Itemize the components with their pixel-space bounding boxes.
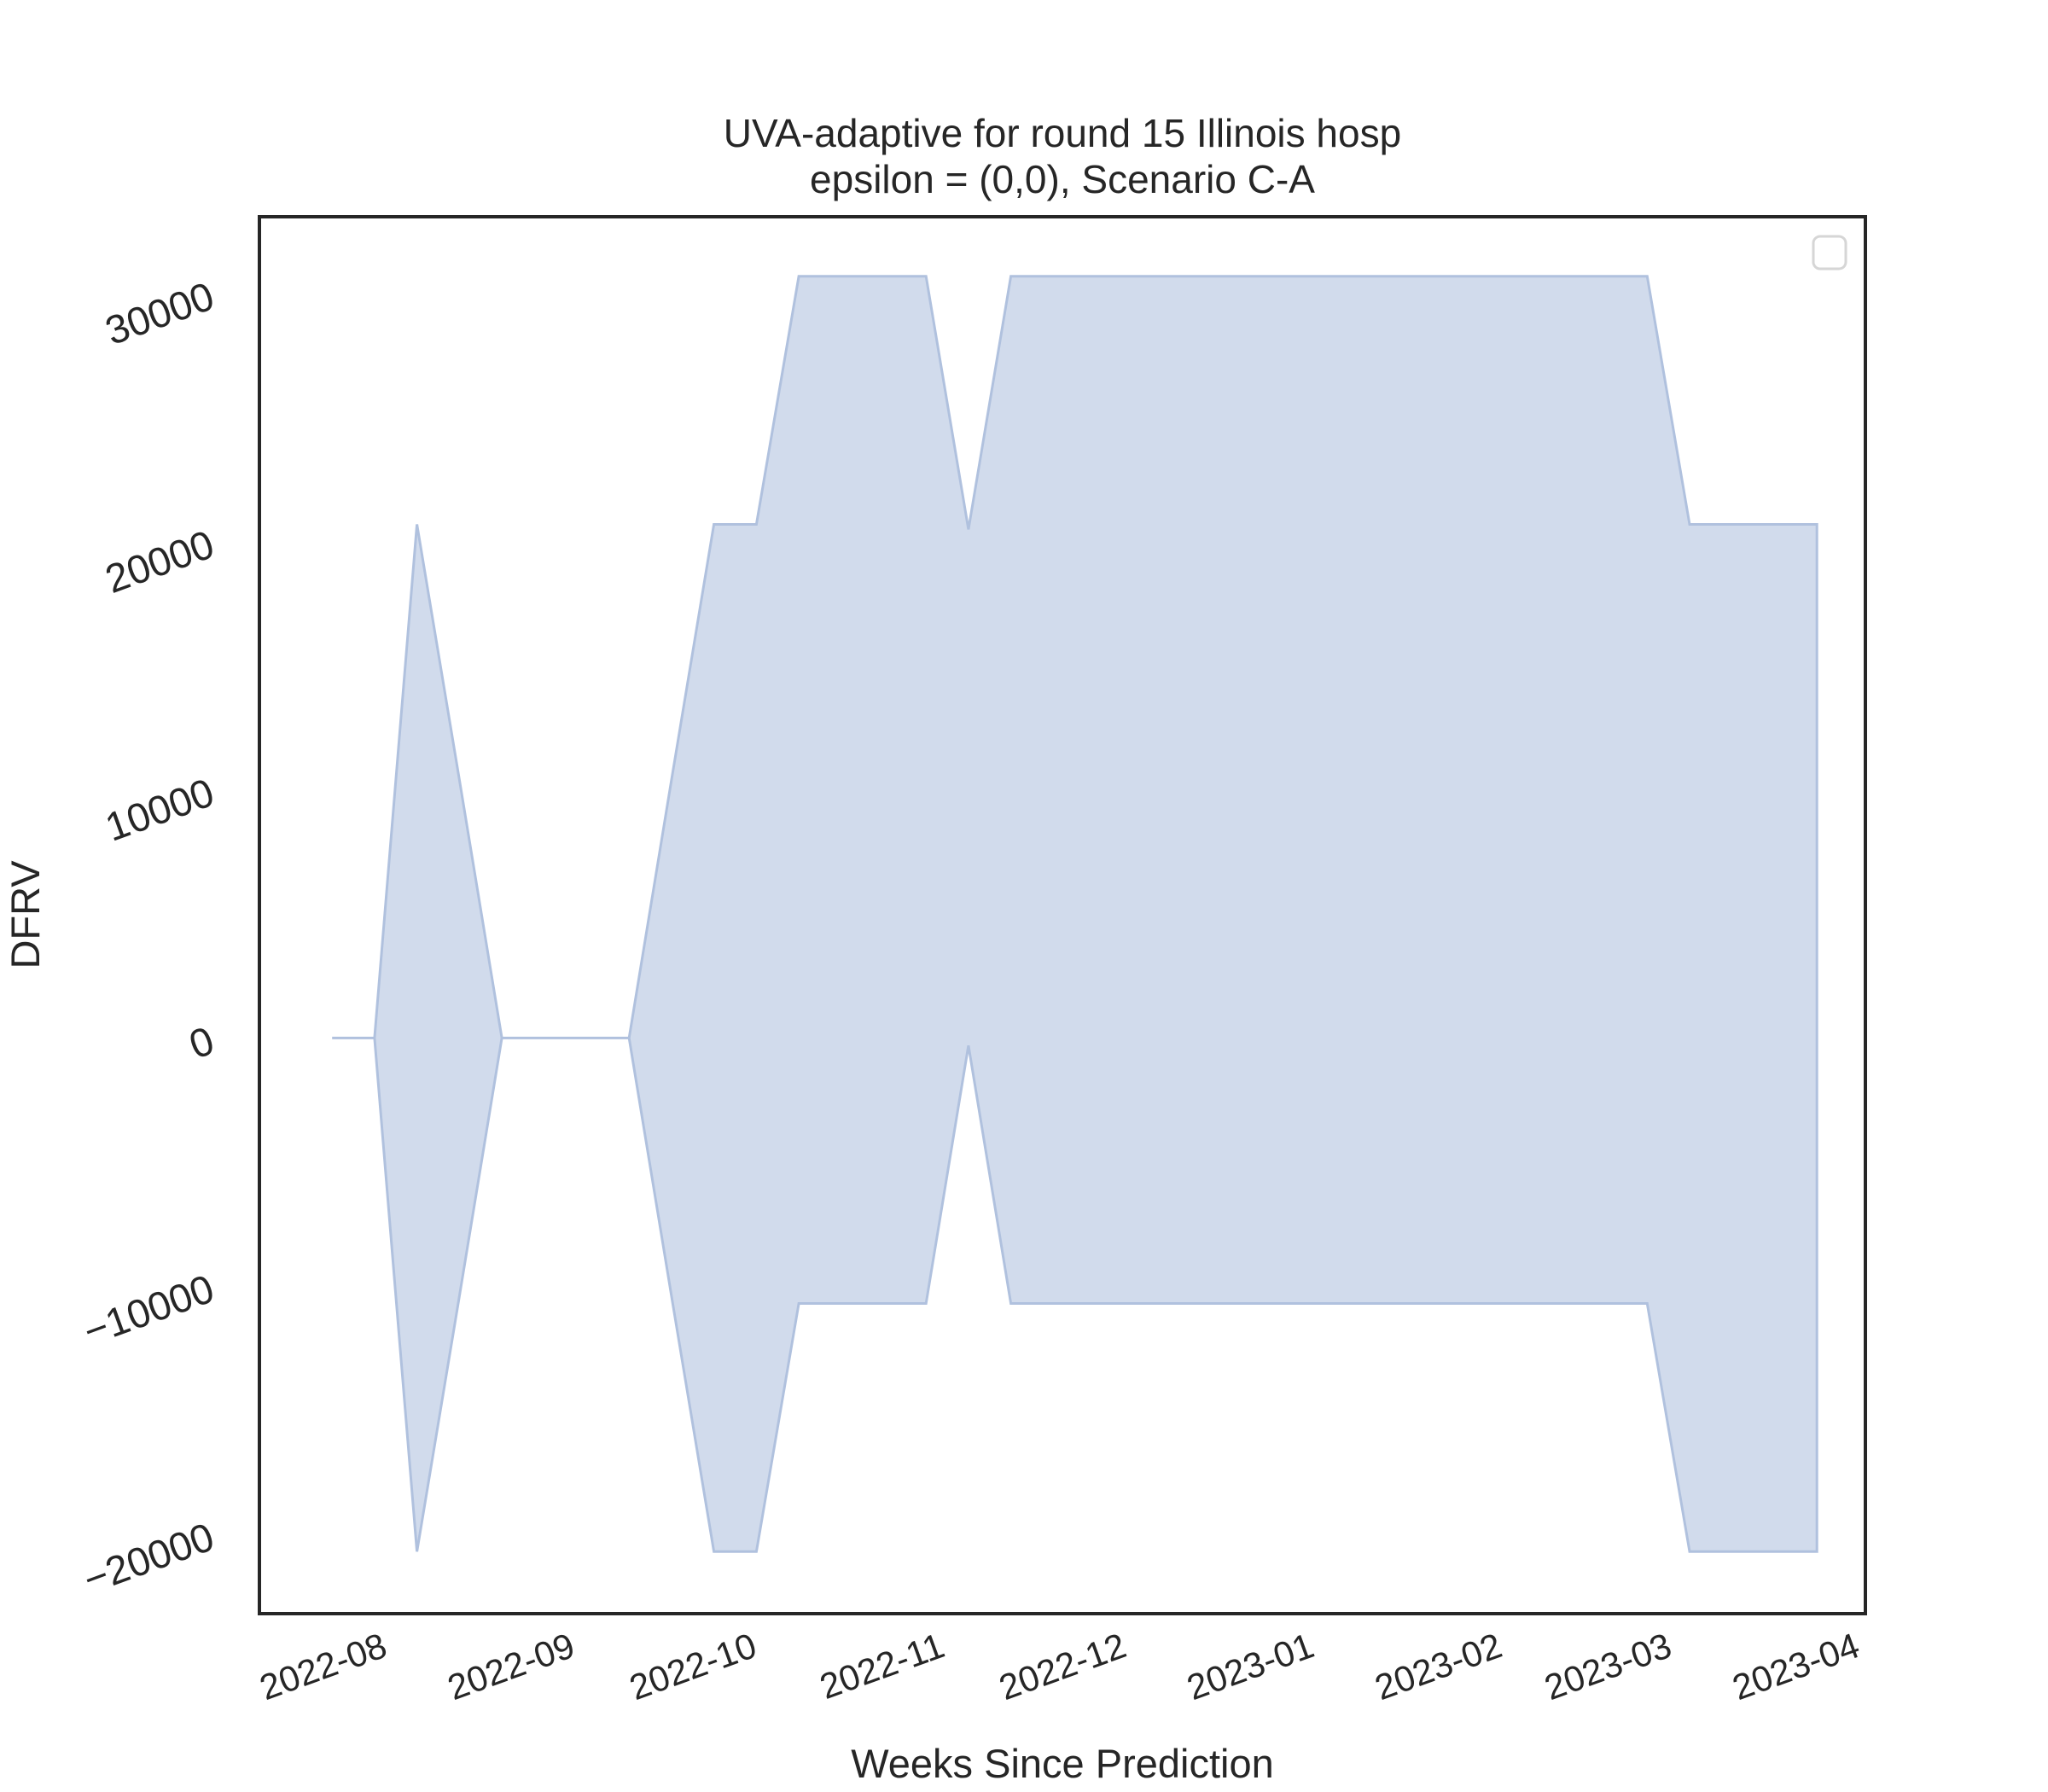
x-tick-label: 2022-12 (994, 1625, 1132, 1708)
x-tick-label: 2023-03 (1539, 1625, 1677, 1708)
x-axis-label: Weeks Since Prediction (851, 1741, 1273, 1786)
y-tick-label: 30000 (99, 273, 219, 354)
x-tick-label: 2022-08 (254, 1625, 392, 1708)
plot-area (332, 275, 1818, 1553)
y-axis-ticks: −20000 −10000 0 10000 20000 30000 (78, 273, 220, 1603)
x-tick-label: 2023-01 (1182, 1625, 1319, 1708)
y-tick-label: 20000 (99, 521, 219, 602)
x-tick-label: 2022-09 (442, 1625, 579, 1708)
x-tick-label: 2022-10 (624, 1625, 761, 1708)
y-tick-label: 0 (183, 1017, 220, 1068)
x-axis-ticks: 2022-08 2022-09 2022-10 2022-11 2022-12 2023-… (254, 1625, 1865, 1708)
series-band-fill (332, 275, 1818, 1553)
y-tick-label: 10000 (99, 769, 219, 850)
x-tick-label: 2022-11 (814, 1625, 949, 1707)
legend-box (1812, 235, 1847, 271)
chart-title: UVA-adaptive for round 15 Illinois hosp (724, 111, 1401, 155)
chart-subtitle: epsilon = (0,0), Scenario C-A (810, 157, 1315, 201)
y-tick-label: −20000 (78, 1514, 220, 1603)
plot-frame (258, 215, 1867, 1615)
y-tick-label: −10000 (78, 1265, 220, 1354)
x-tick-label: 2023-02 (1370, 1625, 1507, 1708)
y-axis-label: DFRV (3, 860, 48, 969)
x-tick-label: 2023-04 (1727, 1625, 1865, 1708)
